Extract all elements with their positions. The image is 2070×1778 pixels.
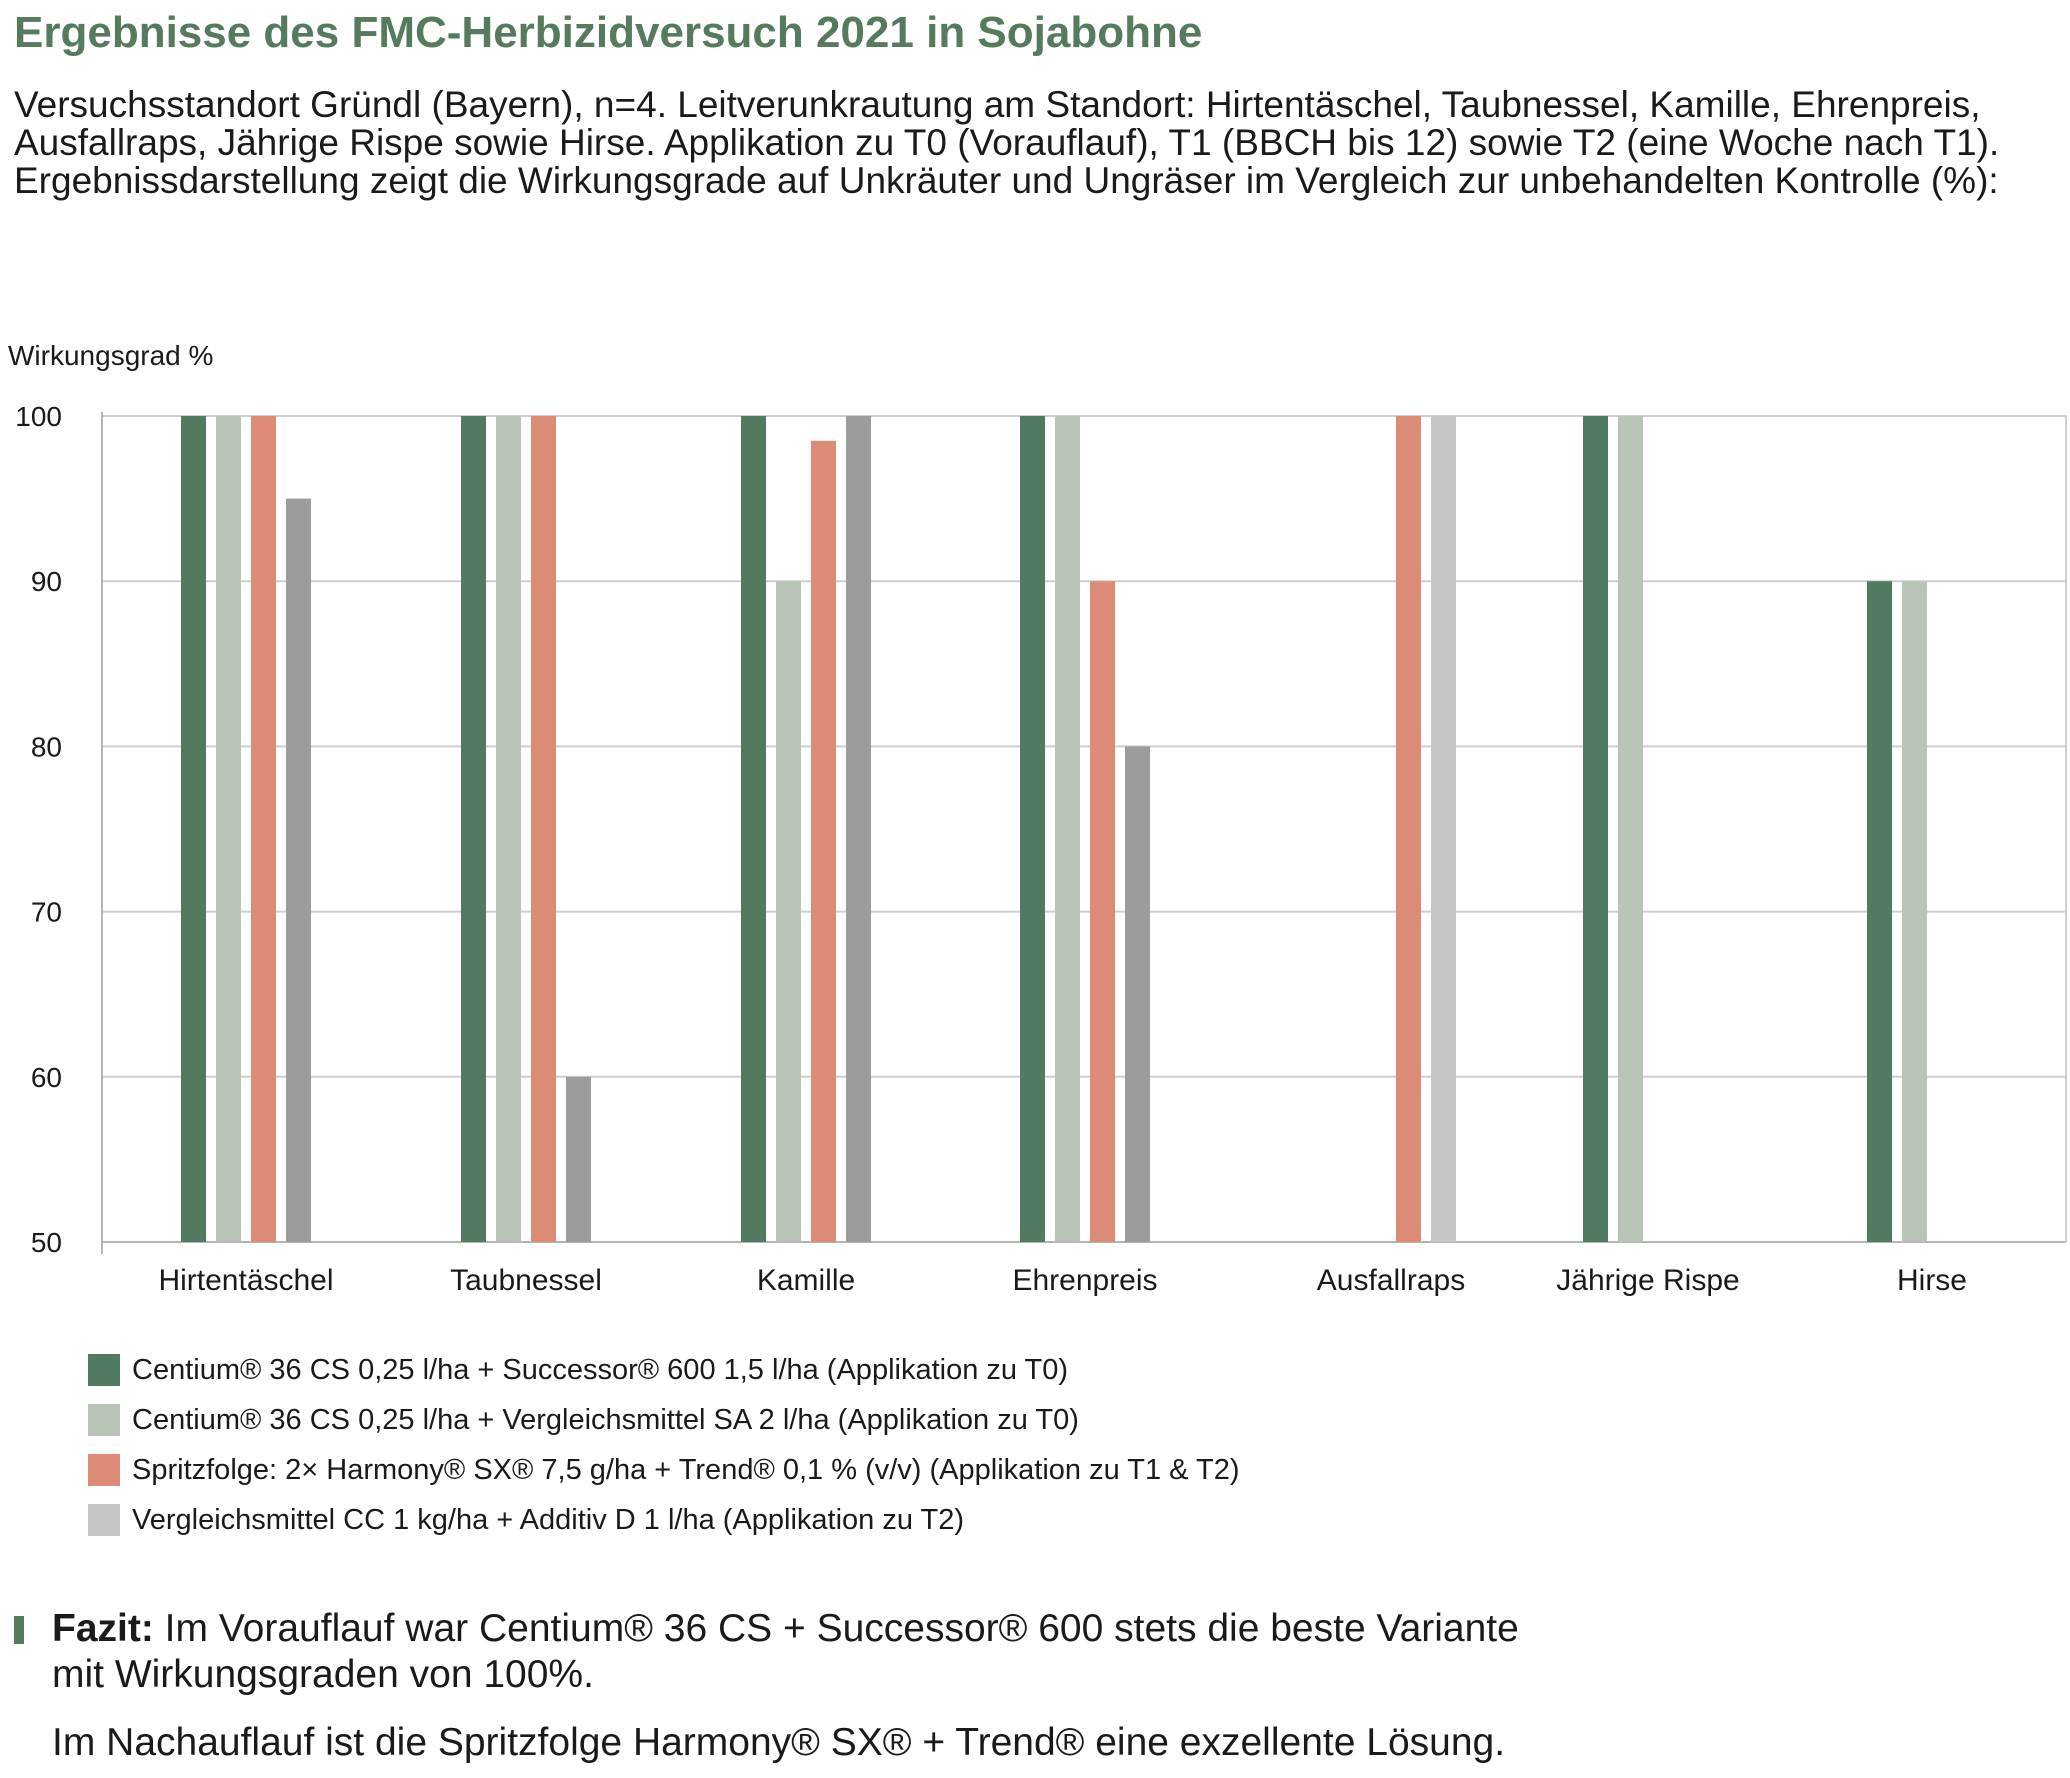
chart-subtitle: Versuchsstandort Gründl (Bayern), n=4. L… <box>14 84 2000 201</box>
bar <box>1125 746 1150 1242</box>
legend-swatch <box>88 1454 120 1486</box>
bar-chart: 50 60 70 80 90 100 Hirtentäschel Taubnessel Kami… <box>15 401 2067 1297</box>
legend-label: Vergleichsmittel CC 1 kg/ha + Additiv D … <box>132 1503 965 1536</box>
bar <box>286 498 311 1243</box>
bar <box>216 416 241 1242</box>
bar <box>811 440 836 1242</box>
bar <box>496 416 521 1242</box>
x-tick-label: Hirtentäschel <box>158 1264 333 1297</box>
legend-label: Centium® 36 CS 0,25 l/ha + Vergleichsmit… <box>132 1403 1079 1436</box>
x-tick-label: Jährige Rispe <box>1556 1264 1739 1297</box>
bar <box>251 416 276 1242</box>
bar <box>1055 416 1080 1242</box>
x-tick-label: Ehrenpreis <box>1012 1264 1157 1297</box>
bar <box>181 416 206 1242</box>
y-tick-label: 100 <box>15 401 62 432</box>
legend-item: Vergleichsmittel CC 1 kg/ha + Additiv D … <box>88 1495 1240 1545</box>
legend-item: Spritzfolge: 2× Harmony® SX® 7,5 g/ha + … <box>88 1445 1240 1495</box>
legend-swatch <box>88 1404 120 1436</box>
conclusion-line-3: Im Nachauflauf ist die Spritzfolge Harmo… <box>52 1721 1506 1764</box>
y-tick-label: 70 <box>31 897 62 928</box>
legend-label: Centium® 36 CS 0,25 l/ha + Successor® 60… <box>132 1353 1069 1386</box>
bar <box>1431 416 1456 1242</box>
legend-label: Spritzfolge: 2× Harmony® SX® 7,5 g/ha + … <box>132 1453 1240 1486</box>
y-tick-label: 80 <box>31 731 62 762</box>
legend-item: Centium® 36 CS 0,25 l/ha + Vergleichsmit… <box>88 1395 1240 1445</box>
bar <box>1902 581 1927 1242</box>
bar <box>1583 416 1608 1242</box>
conclusion-line-2: mit Wirkungsgraden von 100%. <box>52 1653 594 1696</box>
bar <box>1618 416 1643 1242</box>
bar <box>1090 581 1115 1242</box>
bar <box>776 581 801 1242</box>
bar <box>741 416 766 1242</box>
x-tick-label: Ausfallraps <box>1317 1264 1465 1297</box>
bar <box>1396 416 1421 1242</box>
bar <box>566 1076 591 1242</box>
bar <box>1867 581 1892 1242</box>
x-tick-label: Taubnessel <box>450 1264 602 1297</box>
y-tick-label: 60 <box>31 1062 62 1093</box>
y-tick-label: 90 <box>31 566 62 597</box>
conclusion-line-1: Fazit: Im Vorauflauf war Centium® 36 CS … <box>52 1606 1519 1652</box>
legend-swatch <box>88 1354 120 1386</box>
y-tick-label: 50 <box>31 1227 62 1258</box>
bullet-marker <box>14 1616 24 1644</box>
legend-item: Centium® 36 CS 0,25 l/ha + Successor® 60… <box>88 1345 1240 1395</box>
conclusion-label: Fazit: <box>52 1607 154 1650</box>
y-axis-label: Wirkungsgrad % <box>8 340 214 371</box>
conclusion-text: Im Vorauflauf war Centium® 36 CS + Succe… <box>153 1607 1519 1650</box>
chart-legend: Centium® 36 CS 0,25 l/ha + Successor® 60… <box>88 1345 1240 1545</box>
chart-title: Ergebnisse des FMC-Herbizidversuch 2021 … <box>14 8 1203 57</box>
x-tick-label: Hirse <box>1897 1264 1967 1297</box>
bar <box>461 416 486 1242</box>
legend-swatch <box>88 1504 120 1536</box>
bar <box>531 416 556 1242</box>
x-tick-label: Kamille <box>757 1264 855 1297</box>
bar <box>1020 416 1045 1242</box>
bar <box>846 416 871 1242</box>
